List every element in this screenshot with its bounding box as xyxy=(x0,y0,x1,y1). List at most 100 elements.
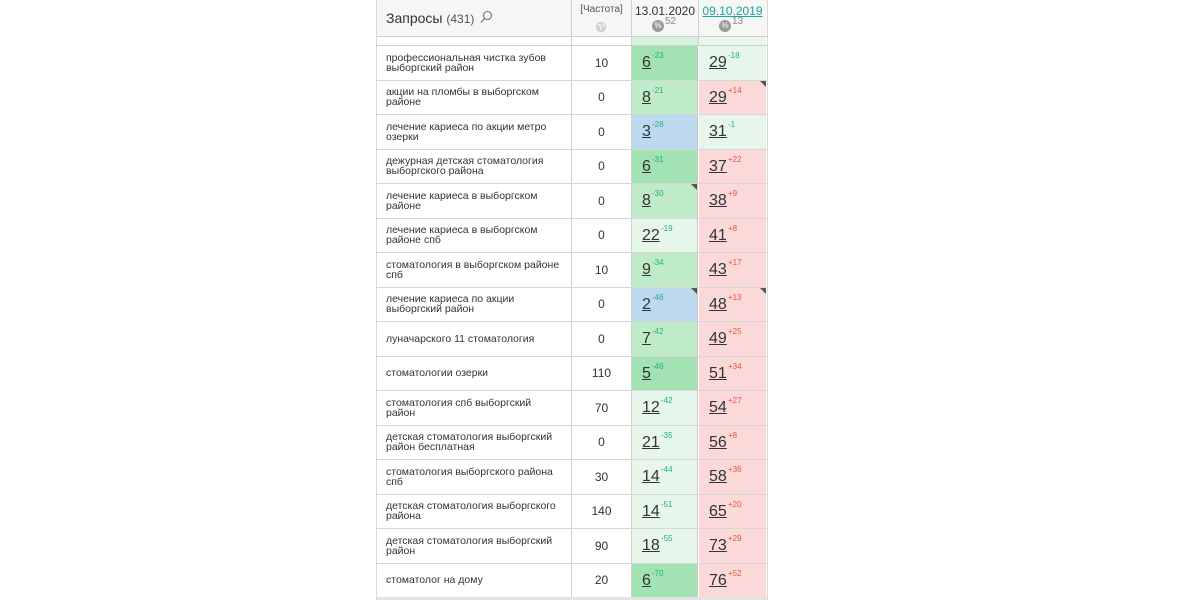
position-cell-date-2: 48 +13 xyxy=(699,287,766,321)
keyword-cell: стоматология спб выборгский район xyxy=(377,391,572,425)
frequency-value: 0 xyxy=(572,287,632,321)
position-link[interactable]: 41 xyxy=(709,226,727,244)
position-delta: +27 xyxy=(728,396,742,405)
position-link[interactable]: 43 xyxy=(709,261,727,278)
keyword-cell: профессиональная чистка зубов выборгский… xyxy=(377,46,572,80)
position-delta: +14 xyxy=(728,85,742,95)
position-link[interactable]: 49 xyxy=(709,330,727,347)
position-link[interactable]: 12 xyxy=(642,399,660,416)
frequency-value: 20 xyxy=(572,563,632,597)
position-link[interactable]: 58 xyxy=(709,468,727,485)
position-link[interactable]: 14 xyxy=(642,468,660,485)
header-date-column-2[interactable]: 09.10.2019 % 13 xyxy=(699,0,766,36)
keyword-cell: дежурная детская стоматология выборгског… xyxy=(377,149,572,183)
header-frequency-cell[interactable]: [Частота] xyxy=(572,0,632,36)
keyword-cell: детская стоматология выборгский район xyxy=(377,529,572,563)
position-link[interactable]: 3 xyxy=(642,123,651,140)
position-link[interactable]: 9 xyxy=(642,261,651,278)
position-link[interactable]: 8 xyxy=(642,88,651,106)
position-link[interactable]: 65 xyxy=(709,502,727,520)
table-row: детская стоматология выборгского района 1… xyxy=(377,494,767,529)
position-delta: -23 xyxy=(652,51,664,60)
table-bottom-border xyxy=(377,597,767,600)
globe-icon xyxy=(595,21,607,33)
position-cell-date-1: 18 -55 xyxy=(632,529,698,563)
position-cell-date-2: 37 +22 xyxy=(699,149,766,183)
position-delta: +25 xyxy=(728,327,742,336)
position-delta: +22 xyxy=(728,154,742,164)
position-cell-date-1: 8 -30 xyxy=(632,184,698,218)
table-row: детская стоматология выборгский район бе… xyxy=(377,425,767,460)
position-delta: +52 xyxy=(728,568,742,578)
keyword-text: лечение кариеса в выборгском районе xyxy=(386,189,538,212)
position-delta: -19 xyxy=(661,223,673,233)
position-link[interactable]: 38 xyxy=(709,192,727,209)
frequency-label: [Частота] xyxy=(580,4,623,15)
corner-marker-icon xyxy=(691,184,697,190)
keyword-text: стоматолог на дому xyxy=(386,574,483,587)
position-link[interactable]: 6 xyxy=(642,571,651,589)
table-row: лечение кариеса в выборгском районе спб 0… xyxy=(377,218,767,253)
corner-marker-icon xyxy=(691,287,697,294)
table-body: профессиональная чистка зубов выборгский… xyxy=(377,46,767,598)
strip-cell xyxy=(572,37,632,45)
position-cell-date-2: 54 +27 xyxy=(699,391,766,425)
position-cell-date-2: 43 +17 xyxy=(699,253,766,287)
position-link[interactable]: 54 xyxy=(709,399,727,416)
position-link[interactable]: 5 xyxy=(642,364,651,382)
position-link[interactable]: 22 xyxy=(642,226,660,244)
position-cell-date-1: 6 -23 xyxy=(632,46,698,80)
keyword-text: лечение кариеса по акции метро озерки xyxy=(386,120,547,143)
position-link[interactable]: 7 xyxy=(642,330,651,347)
position-delta: -42 xyxy=(661,396,673,405)
position-cell-date-1: 7 -42 xyxy=(632,322,698,356)
position-link[interactable]: 21 xyxy=(642,433,660,451)
frequency-value: 0 xyxy=(572,184,632,218)
position-cell-date-1: 12 -42 xyxy=(632,391,698,425)
keyword-cell: луначарского 11 стоматология xyxy=(377,322,572,356)
keyword-text: детская стоматология выборгского района xyxy=(386,500,556,523)
position-delta: +8 xyxy=(728,223,738,233)
position-link[interactable]: 76 xyxy=(709,571,727,589)
header-date-column-1[interactable]: 13.01.2020 % 52 xyxy=(632,0,699,36)
position-link[interactable]: 37 xyxy=(709,157,727,175)
magnifier-icon[interactable] xyxy=(480,10,493,24)
partial-row-strip xyxy=(377,37,767,46)
position-cell-date-2: 29 -18 xyxy=(699,46,766,80)
position-link[interactable]: 31 xyxy=(709,123,727,140)
table-row: стоматология в выборгском районе спб 10 9-… xyxy=(377,253,767,288)
date-1-visibility: 52 xyxy=(665,16,677,27)
position-cell-date-2: 31 -1 xyxy=(699,115,766,149)
position-cell-date-1: 14 -44 xyxy=(632,460,698,494)
frequency-value: 10 xyxy=(572,253,632,287)
table-row: стоматология выборгского района спб 30 14-… xyxy=(377,460,767,495)
position-link[interactable]: 6 xyxy=(642,54,651,71)
position-cell-date-2: 56 +8 xyxy=(699,425,766,459)
position-link[interactable]: 2 xyxy=(642,295,651,313)
keyword-text: детская стоматология выборгский район бе… xyxy=(386,431,553,454)
position-link[interactable]: 14 xyxy=(642,502,660,520)
keyword-text: луначарского 11 стоматология xyxy=(386,332,535,345)
position-delta: +29 xyxy=(728,534,742,543)
position-link[interactable]: 48 xyxy=(709,295,727,313)
frequency-value: 10 xyxy=(572,46,632,80)
keyword-text: стоматологии озерки xyxy=(386,367,489,380)
keyword-cell: детская стоматология выборгский район бе… xyxy=(377,425,572,459)
position-link[interactable]: 29 xyxy=(709,54,727,71)
date-2-link[interactable]: 09.10.2019 xyxy=(702,4,763,18)
position-link[interactable]: 18 xyxy=(642,537,660,554)
position-link[interactable]: 8 xyxy=(642,192,651,209)
position-link[interactable]: 29 xyxy=(709,88,727,106)
table-row: стоматолог на дому 20 6 -70 76 +52 xyxy=(377,563,767,598)
table-row: детская стоматология выборгский район 90 1… xyxy=(377,529,767,564)
position-link[interactable]: 73 xyxy=(709,537,727,554)
position-link[interactable]: 51 xyxy=(709,364,727,382)
position-cell-date-1: 22 -19 xyxy=(632,218,698,252)
keyword-cell: стоматологии озерки xyxy=(377,356,572,390)
position-link[interactable]: 6 xyxy=(642,157,651,175)
position-cell-date-1: 5 -46 xyxy=(632,356,698,390)
date-1: 13.01.2020 xyxy=(634,4,696,18)
strip-cell xyxy=(699,37,766,45)
position-link[interactable]: 56 xyxy=(709,433,727,451)
header-queries-cell[interactable]: Запросы (431) xyxy=(377,0,572,36)
